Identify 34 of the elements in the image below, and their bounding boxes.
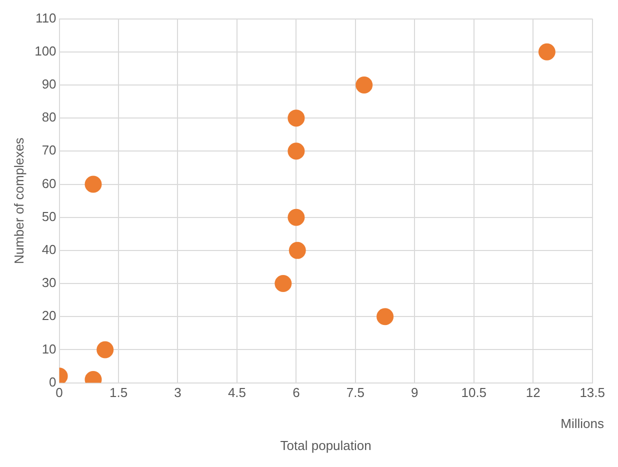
- x-tick-label: 6: [292, 385, 300, 400]
- x-tick-label: 1.5: [109, 385, 128, 400]
- x-tick-label: 13.5: [580, 385, 606, 400]
- y-tick-label: 10: [42, 341, 56, 356]
- point: [96, 341, 114, 358]
- y-tick-label: 20: [42, 308, 56, 324]
- text: Millions: [560, 416, 604, 431]
- y-tick-label: 110: [36, 10, 56, 26]
- y-tick-label: 70: [42, 142, 56, 158]
- y-tick-label: 30: [42, 275, 56, 290]
- point: [288, 110, 305, 127]
- point: [288, 142, 305, 160]
- x-tick-label: 4.5: [228, 385, 246, 400]
- x-tick-label: 10.5: [461, 385, 487, 400]
- point: [288, 208, 305, 226]
- y-tick-label: 80: [42, 110, 56, 125]
- y-tick-label: 90: [42, 76, 56, 92]
- x-tick-label: 12: [526, 385, 540, 400]
- x-axis-title: Total population: [280, 438, 372, 453]
- x-tick-label: 7.5: [346, 385, 364, 400]
- y-axis-title: Number of complexes: [11, 137, 26, 264]
- point: [288, 242, 306, 259]
- point: [376, 308, 394, 326]
- y-tick-label: 50: [42, 208, 56, 224]
- point: [84, 176, 102, 193]
- y-tick-label: 100: [34, 43, 56, 58]
- y-tick-label: 60: [42, 176, 56, 191]
- y-tick-label: 40: [42, 242, 56, 258]
- y-tick-label: 0: [49, 374, 56, 390]
- point: [538, 43, 556, 60]
- x-tick-label: 9: [411, 385, 418, 400]
- point: [356, 76, 373, 94]
- x-tick-label: 3: [174, 385, 182, 400]
- point: [274, 275, 292, 292]
